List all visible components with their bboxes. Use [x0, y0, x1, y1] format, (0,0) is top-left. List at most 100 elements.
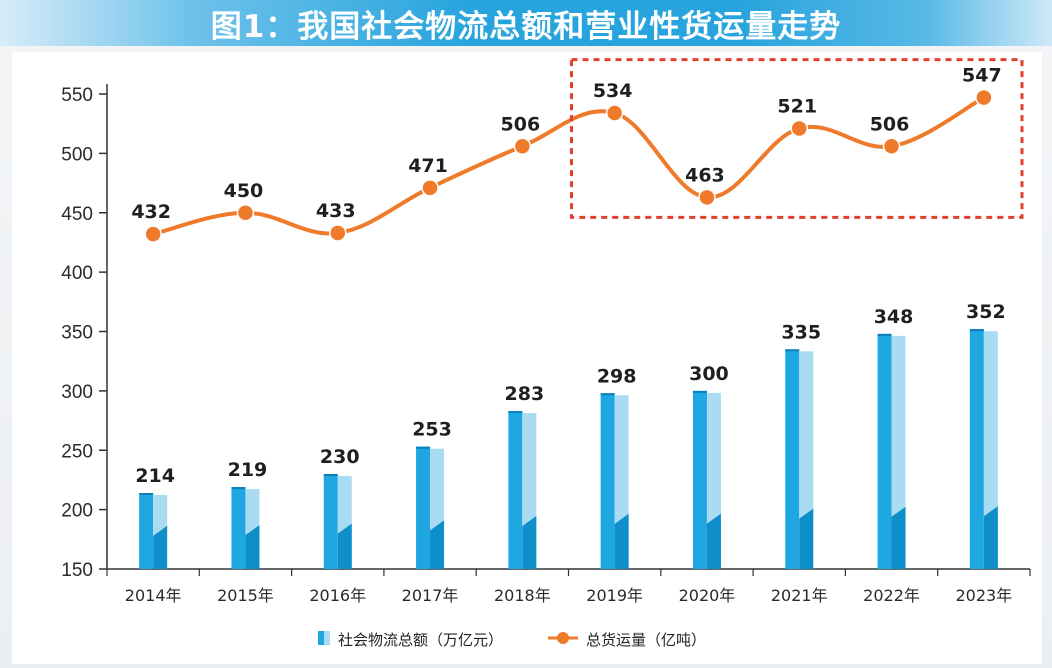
- highlight-box: [570, 58, 1024, 219]
- bar-top-edge: [785, 349, 800, 352]
- y-tick-label: 150: [61, 560, 93, 581]
- bar-top-edge: [508, 411, 523, 414]
- bar-value-label: 298: [597, 365, 637, 387]
- line-value-label: 471: [408, 155, 448, 177]
- bar: [785, 349, 814, 569]
- bar: [231, 487, 260, 569]
- bar-side-shade: [153, 525, 168, 569]
- bar-side-shade: [337, 523, 352, 569]
- bar-value-label: 214: [135, 465, 175, 487]
- bar-front-face: [785, 349, 800, 569]
- x-tick-label: 2022年: [863, 586, 920, 605]
- bar-front-face: [692, 390, 707, 569]
- line-point: [882, 137, 901, 155]
- bar-top-edge: [877, 333, 892, 336]
- bar-top-edge: [600, 393, 615, 396]
- x-tick-label: 2019年: [586, 586, 643, 605]
- bar-side-shade: [245, 525, 260, 569]
- bar-value-label: 300: [689, 363, 729, 385]
- bar: [323, 474, 352, 569]
- line-point: [513, 137, 532, 155]
- bar-side-shade: [799, 508, 814, 569]
- title-bar: 图1：我国社会物流总额和营业性货运量走势: [0, 0, 1052, 46]
- legend-item-bar: 社会物流总额（万亿元）: [318, 631, 503, 649]
- y-tick-label: 450: [61, 204, 93, 225]
- y-tick-label: 250: [61, 441, 93, 462]
- bar-side-shade: [430, 520, 445, 569]
- line-point: [790, 119, 808, 138]
- bar-front-face: [231, 487, 246, 569]
- bar-top-edge: [231, 487, 246, 490]
- x-tick-label: 2015年: [217, 586, 274, 605]
- bar-top-edge: [969, 329, 984, 332]
- line-point: [329, 224, 347, 242]
- line-point: [975, 88, 993, 107]
- bar-front-face: [139, 493, 154, 569]
- x-tick-label: 2020年: [679, 586, 736, 605]
- line-value-label: 506: [870, 113, 910, 135]
- bar-front-face: [969, 329, 984, 569]
- bar-front-face: [416, 446, 431, 569]
- bar-side-shade: [891, 506, 906, 569]
- line-point: [236, 204, 255, 222]
- x-tick-label: 2018年: [494, 586, 551, 605]
- bar-side-shade: [706, 513, 721, 569]
- x-tick-label: 2017年: [402, 586, 459, 605]
- bar: [692, 390, 721, 569]
- bar-value-label: 283: [505, 383, 545, 405]
- bar-front-face: [508, 411, 523, 569]
- line-value-label: 432: [131, 201, 171, 223]
- bar-side-shade: [614, 513, 629, 569]
- legend-line-marker: [557, 632, 569, 644]
- line-point: [698, 188, 716, 207]
- bar-top-edge: [416, 446, 431, 449]
- line-value-label: 506: [501, 113, 541, 135]
- bar-side-shade: [522, 516, 537, 569]
- bar-top-edge: [139, 493, 154, 495]
- bar: [139, 493, 168, 569]
- x-tick-label: 2023年: [955, 586, 1012, 605]
- bar-value-label: 335: [781, 321, 821, 343]
- bar-value-label: 348: [874, 306, 914, 328]
- y-tick-label: 200: [61, 501, 93, 522]
- y-tick-label: 550: [61, 85, 93, 106]
- line-value-label: 547: [962, 65, 1002, 87]
- bar: [416, 446, 445, 569]
- bar-value-label: 352: [966, 301, 1006, 323]
- bar: [600, 393, 629, 569]
- bar-value-label: 230: [320, 446, 360, 468]
- line-point: [605, 104, 624, 122]
- chart-title: 图1：我国社会物流总额和营业性货运量走势: [210, 8, 842, 45]
- bar-value-label: 219: [228, 459, 268, 481]
- y-tick-label: 350: [61, 323, 93, 344]
- bar: [508, 411, 537, 569]
- x-tick-label: 2016年: [309, 586, 366, 605]
- line-value-label: 433: [316, 200, 356, 222]
- x-tick-label: 2014年: [125, 586, 182, 605]
- bar: [877, 333, 906, 569]
- y-tick-label: 500: [61, 144, 93, 165]
- line-value-label: 521: [777, 95, 817, 117]
- y-tick-label: 300: [61, 382, 93, 403]
- bar-value-label: 253: [412, 419, 452, 441]
- legend-label-line: 总货运量（亿吨）: [586, 631, 706, 649]
- x-tick-label: 2021年: [771, 586, 828, 605]
- line-value-label: 450: [224, 180, 264, 202]
- legend-label-bar: 社会物流总额（万亿元）: [338, 631, 503, 649]
- legend-bar-swatch-side: [324, 631, 330, 645]
- bar-top-edge: [692, 390, 707, 393]
- legend-item-line: 总货运量（亿吨）: [548, 631, 706, 649]
- line-value-label: 534: [593, 80, 633, 102]
- bar-side-shade: [983, 506, 998, 569]
- line-point: [421, 179, 439, 197]
- bar-front-face: [600, 393, 615, 569]
- line-value-label: 463: [685, 164, 725, 186]
- line-series-path: [152, 95, 985, 237]
- bar-top-edge: [323, 474, 338, 476]
- bar-front-face: [323, 474, 338, 569]
- line-point: [144, 225, 162, 243]
- bar-front-face: [877, 333, 892, 569]
- legend-bar-swatch: [318, 631, 324, 645]
